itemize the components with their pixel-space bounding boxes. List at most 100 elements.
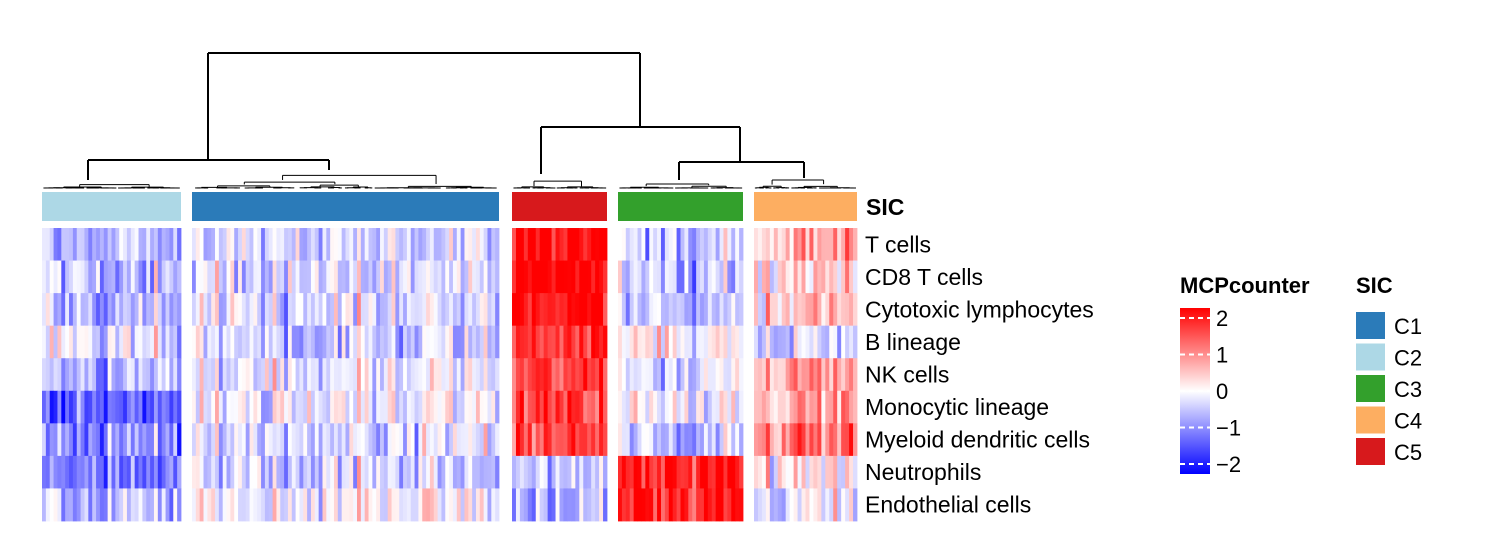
heatmap-cell (761, 358, 767, 392)
heatmap-cell (134, 390, 139, 424)
heatmap-cell (801, 358, 806, 392)
heatmap-cell (360, 293, 366, 327)
heatmap-cell (284, 358, 289, 392)
heatmap-cell (801, 455, 806, 489)
heatmap-cell (653, 293, 658, 327)
heatmap-cell (765, 423, 771, 457)
heatmap-cell (230, 488, 235, 522)
heatmap-cell (165, 423, 170, 457)
row-label: Cytotoxic lymphocytes (865, 296, 1094, 322)
heatmap-cell (61, 488, 66, 522)
heatmap-cell (72, 455, 78, 489)
heatmap-cell (314, 293, 320, 327)
heatmap-cell (299, 358, 304, 392)
heatmap-cell (797, 423, 802, 457)
heatmap-cell (49, 228, 54, 261)
heatmap-cell (680, 358, 685, 392)
heatmap-cell (711, 260, 717, 294)
heatmap-cell (633, 358, 638, 392)
heatmap-cell (645, 325, 650, 359)
heatmap-cell (653, 488, 658, 522)
heatmap-cell (303, 390, 308, 424)
heatmap-cell (629, 390, 635, 424)
heatmap-cell (353, 228, 358, 261)
heatmap-cell (849, 293, 854, 327)
heatmap-cell (821, 455, 826, 489)
heatmap-cell (629, 488, 635, 522)
heatmap-cell (692, 455, 697, 489)
heatmap-cell (146, 293, 151, 327)
heatmap-cell (757, 488, 763, 522)
heatmap-cell (468, 488, 473, 522)
heatmap-cell (680, 488, 685, 522)
heatmap-cell (119, 325, 124, 359)
heatmap-cell (203, 325, 208, 359)
heatmap-cell (53, 228, 58, 261)
heatmap-cell (603, 228, 608, 261)
heatmap-cell (603, 455, 608, 489)
heatmap-cell (821, 293, 826, 327)
heatmap-cell (487, 455, 492, 489)
heatmap-cell (226, 488, 231, 522)
heatmap-cell (414, 423, 419, 457)
heatmap-cell (318, 260, 323, 294)
heatmap-cell (495, 260, 500, 294)
heatmap-cell (414, 488, 419, 522)
heatmap-cell (769, 390, 775, 424)
heatmap-cells (42, 228, 858, 522)
heatmap-cell (539, 293, 545, 327)
heatmap-cell (571, 423, 576, 457)
heatmap-cell (399, 455, 404, 489)
heatmap-cell (284, 488, 289, 522)
heatmap-cell (515, 228, 521, 261)
heatmap-cell (291, 228, 297, 261)
heatmap-cell (761, 293, 767, 327)
heatmap-cell (535, 455, 541, 489)
heatmap-cell (226, 455, 231, 489)
heatmap-cell (757, 358, 763, 392)
heatmap-cell (422, 423, 427, 457)
heatmap-cell (276, 423, 281, 457)
heatmap-cell (169, 228, 174, 261)
heatmap-cell (65, 260, 70, 294)
heatmap-cell (793, 358, 798, 392)
heatmap-cell (333, 228, 339, 261)
heatmap-cell (261, 228, 266, 261)
heatmap-cell (130, 260, 136, 294)
heatmap-cell (559, 423, 564, 457)
heatmap-cell (727, 260, 732, 294)
heatmap-cell (299, 325, 304, 359)
heatmap-cell (719, 358, 724, 392)
heatmap-cell (322, 455, 327, 489)
heatmap-cell (797, 228, 802, 261)
heatmap-cell (789, 325, 795, 359)
heatmap-cell (491, 293, 496, 327)
heatmap-cell (483, 260, 488, 294)
heatmap-cell (215, 325, 220, 359)
heatmap-cell (360, 228, 366, 261)
heatmap-cell (491, 228, 496, 261)
heatmap-cell (801, 390, 806, 424)
heatmap-cell (711, 358, 717, 392)
heatmap-cell (754, 455, 759, 489)
heatmap-cell (595, 228, 600, 261)
heatmap-cell (272, 390, 277, 424)
heatmap-cell (579, 358, 584, 392)
heatmap-cell (84, 455, 89, 489)
heatmap-cell (80, 325, 85, 359)
heatmap-cell (841, 228, 846, 261)
heatmap-cell (257, 293, 262, 327)
heatmap-cell (684, 228, 689, 261)
heatmap-cell (211, 423, 216, 457)
heatmap-cell (65, 325, 70, 359)
heatmap-cell (707, 228, 713, 261)
heatmap-cell (559, 293, 564, 327)
heatmap-cell (539, 423, 545, 457)
heatmap-cell (731, 260, 736, 294)
heatmap-cell (657, 390, 662, 424)
heatmap-cell (765, 325, 771, 359)
mcpcounter-legend: MCPcounter 210−1−2 (1180, 273, 1310, 477)
heatmap-cell (629, 228, 635, 261)
heatmap-cell (150, 228, 155, 261)
heatmap-cell (387, 390, 392, 424)
